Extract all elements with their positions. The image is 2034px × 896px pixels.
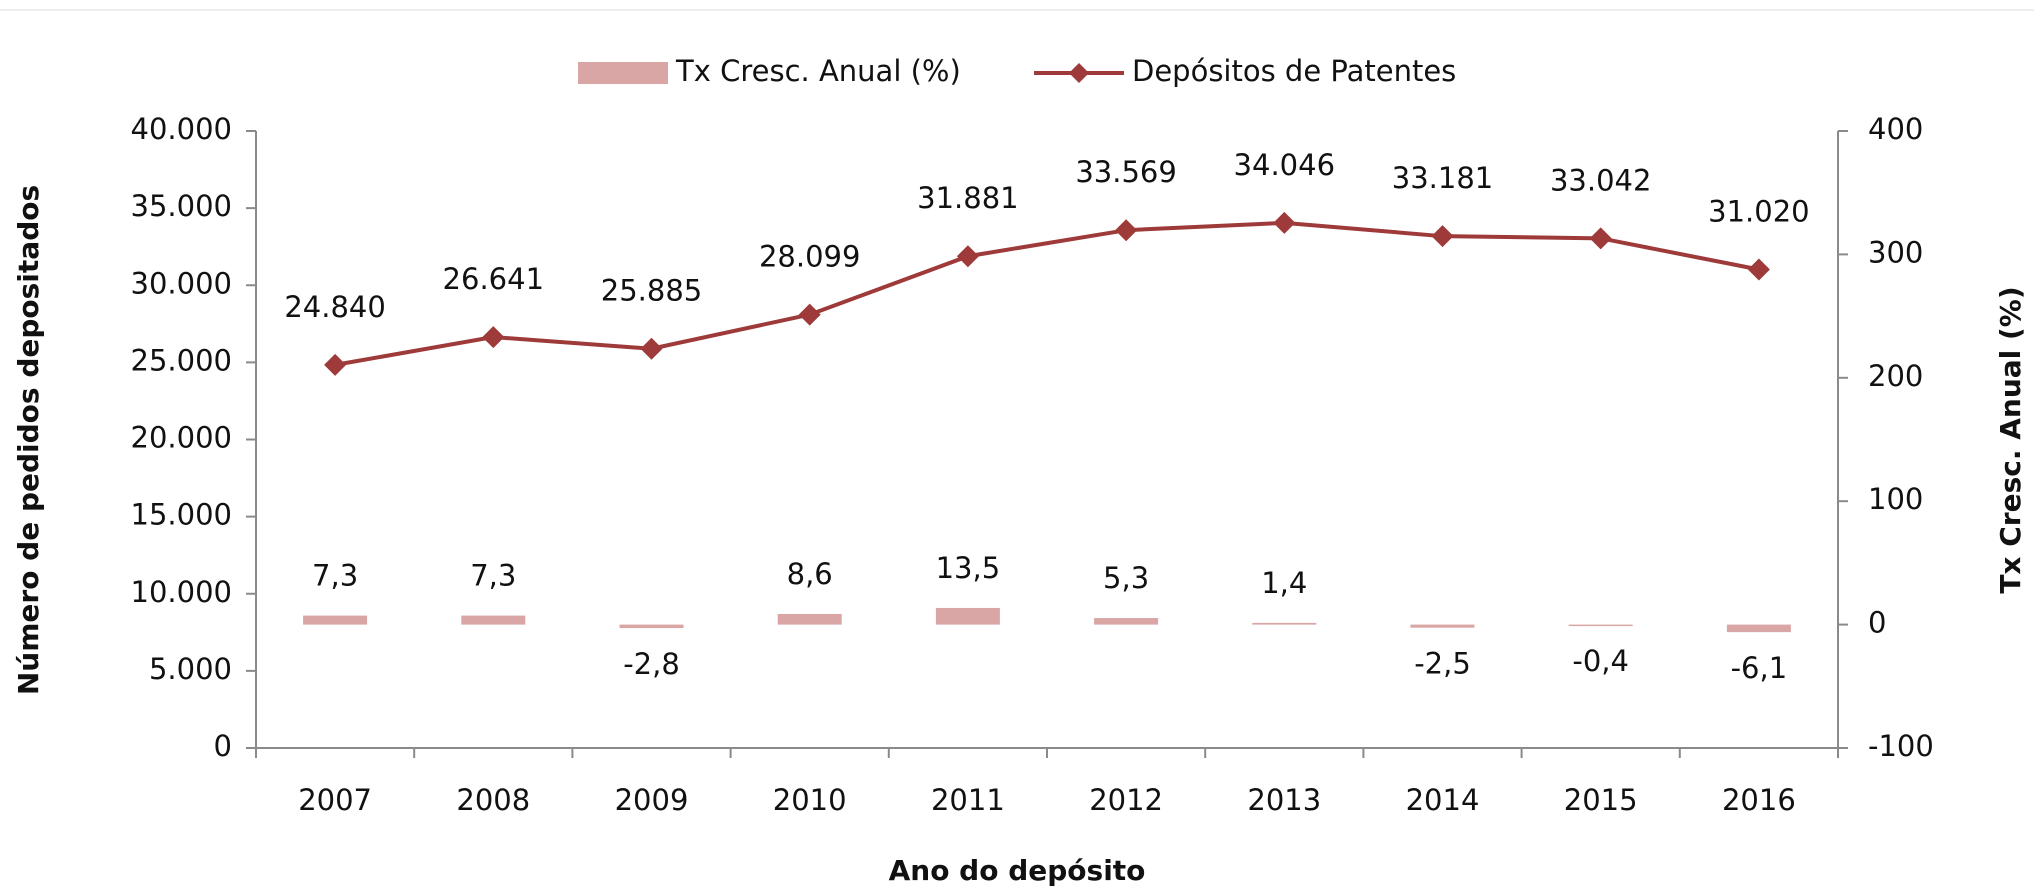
- bar-value-label: 7,3: [470, 559, 516, 593]
- bar-value-label: 5,3: [1103, 561, 1149, 595]
- x-tick-label: 2011: [931, 783, 1005, 817]
- marker: [1431, 225, 1454, 248]
- bar: [935, 607, 1000, 625]
- line-value-label: 25.885: [601, 274, 702, 308]
- y-tick-label: 30.000: [131, 266, 232, 300]
- line-value-label: 33.042: [1550, 163, 1651, 197]
- bar: [461, 615, 526, 625]
- x-axis-title: Ano do depósito: [889, 854, 1146, 887]
- y2-tick-label: 0: [1868, 606, 1886, 640]
- legend-label: Tx Cresc. Anual (%): [675, 54, 961, 88]
- line-value-label: 26.641: [443, 262, 544, 296]
- y2-tick-label: 400: [1868, 112, 1923, 146]
- x-tick-label: 2007: [298, 783, 372, 817]
- bar: [303, 615, 368, 625]
- legend-swatch: [578, 62, 668, 84]
- y-tick-label: 15.000: [131, 498, 232, 532]
- bar-value-label: -2,5: [1414, 647, 1471, 681]
- bar-value-label: -6,1: [1731, 651, 1788, 685]
- legend-label: Depósitos de Patentes: [1132, 54, 1456, 88]
- y2-tick-label: -100: [1868, 729, 1934, 763]
- line-value-label: 28.099: [759, 240, 860, 274]
- line-value-label: 31.020: [1708, 195, 1809, 229]
- marker: [1273, 211, 1296, 234]
- marker: [798, 303, 821, 326]
- bar-value-label: -0,4: [1572, 644, 1629, 678]
- marker: [324, 353, 347, 376]
- bar-value-label: 7,3: [312, 559, 358, 593]
- bar-value-label: 8,6: [787, 557, 833, 591]
- marker: [482, 326, 505, 349]
- y-tick-label: 25.000: [131, 343, 232, 377]
- y-tick-label: 40.000: [131, 112, 232, 146]
- y-tick-label: 35.000: [131, 189, 232, 223]
- y2-axis-title: Tx Cresc. Anual (%): [1994, 286, 2027, 593]
- x-tick-label: 2015: [1564, 783, 1638, 817]
- bar: [1568, 624, 1633, 627]
- bar: [1410, 624, 1475, 628]
- x-tick-label: 2010: [773, 783, 847, 817]
- legend-marker: [1069, 63, 1089, 83]
- line-value-label: 33.181: [1392, 161, 1493, 195]
- y-axis-title: Número de pedidos depositados: [12, 185, 45, 695]
- bar-value-label: -2,8: [623, 647, 680, 681]
- marker: [640, 337, 663, 360]
- x-tick-label: 2008: [456, 783, 530, 817]
- x-tick-label: 2013: [1247, 783, 1321, 817]
- marker: [1115, 219, 1138, 242]
- marker: [1589, 227, 1612, 250]
- line-value-label: 33.569: [1075, 155, 1176, 189]
- line-value-label: 24.840: [284, 290, 385, 324]
- bar: [1252, 622, 1317, 625]
- bar: [619, 624, 684, 629]
- line: [334, 220, 1760, 367]
- line-value-label: 31.881: [917, 181, 1018, 215]
- bar: [1094, 618, 1159, 625]
- x-tick-label: 2016: [1722, 783, 1796, 817]
- bar: [777, 613, 842, 625]
- y-tick-label: 20.000: [131, 421, 232, 455]
- y-tick-label: 0: [214, 729, 232, 763]
- x-tick-label: 2014: [1406, 783, 1480, 817]
- marker: [1747, 258, 1770, 281]
- x-tick-label: 2009: [615, 783, 689, 817]
- bar-value-label: 1,4: [1261, 566, 1307, 600]
- marker: [956, 245, 979, 268]
- y2-tick-label: 100: [1868, 482, 1923, 516]
- y-tick-label: 5.000: [149, 652, 232, 686]
- bar: [1726, 624, 1791, 633]
- y2-tick-label: 200: [1868, 359, 1923, 393]
- line-value-label: 34.046: [1234, 148, 1335, 182]
- y2-tick-label: 300: [1868, 235, 1923, 269]
- x-tick-label: 2012: [1089, 783, 1163, 817]
- y-tick-label: 10.000: [131, 575, 232, 609]
- bar-value-label: 13,5: [936, 551, 1001, 585]
